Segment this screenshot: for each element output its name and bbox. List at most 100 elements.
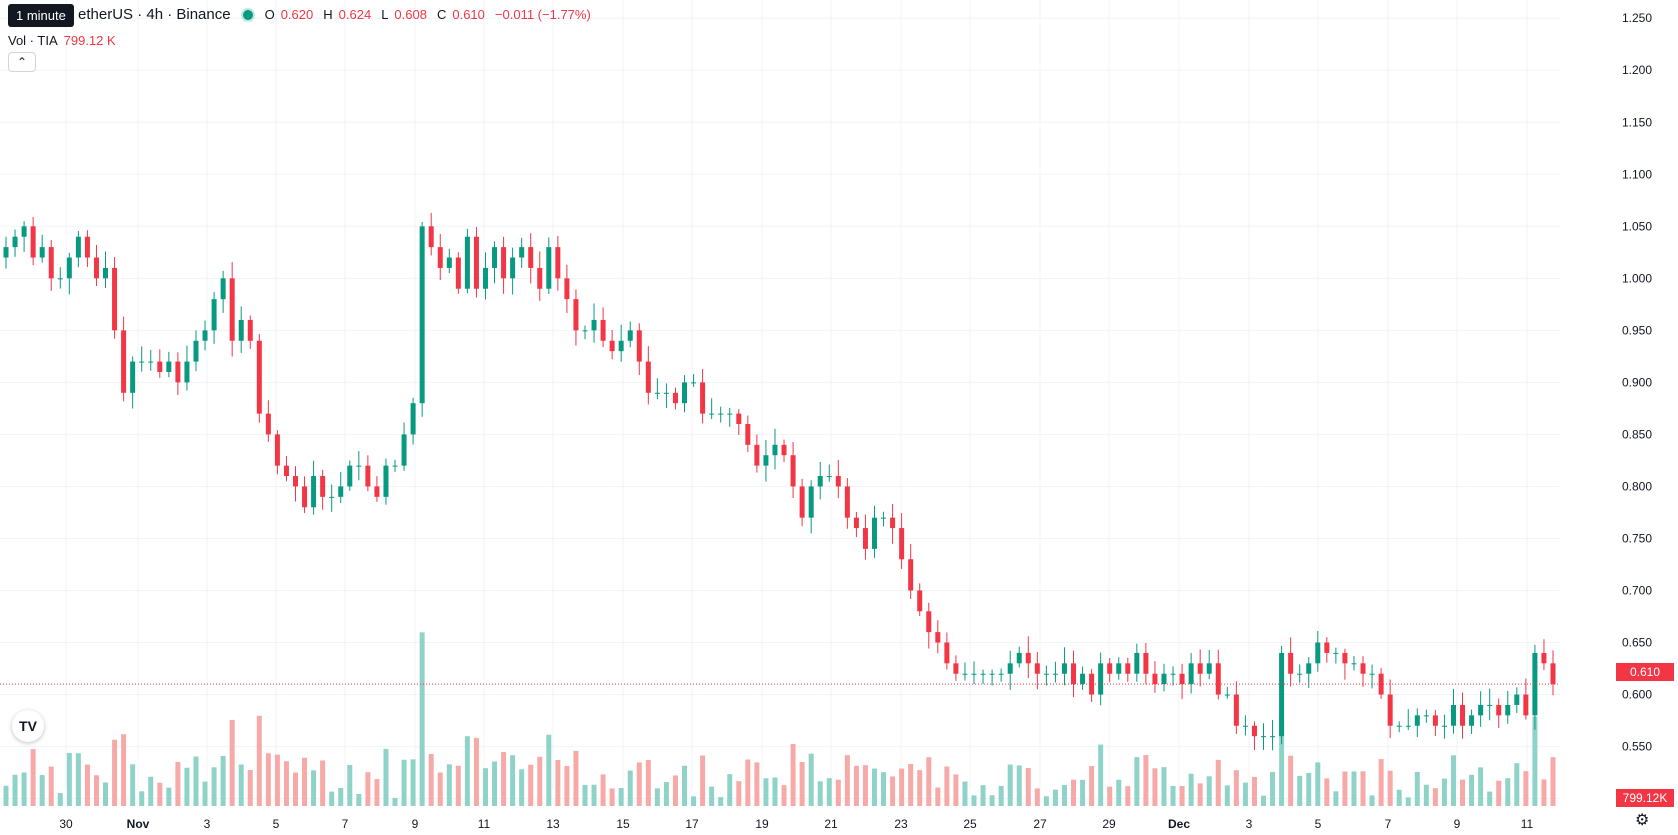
volume-bar (356, 793, 362, 806)
volume-bar (39, 775, 45, 806)
collapse-legend-button[interactable]: ⌃ (8, 52, 36, 72)
volume-bar (564, 765, 570, 806)
volume-bar (1514, 763, 1520, 806)
volume-bar (1360, 771, 1366, 806)
low-value: 0.608 (394, 7, 427, 22)
volume-bar (283, 761, 289, 806)
candle-body (718, 413, 724, 415)
candle-body (1270, 736, 1276, 738)
volume-bar (1061, 784, 1067, 806)
candle-body (39, 247, 45, 258)
volume-bar (410, 759, 416, 806)
last-price-tag-bg (1616, 663, 1674, 681)
volume-bar (1125, 786, 1131, 806)
candle-body (1161, 673, 1167, 685)
volume-bar (193, 756, 199, 806)
candle-body (139, 361, 145, 363)
volume-bar (93, 775, 99, 806)
volume-bar (718, 797, 724, 806)
volume-bar (139, 791, 145, 806)
candle-body (989, 673, 995, 675)
volume-bar (971, 795, 977, 806)
volume-bar (1179, 786, 1185, 806)
volume-bar (899, 768, 905, 806)
volume-bar (1505, 778, 1511, 806)
volume-bar (492, 761, 498, 806)
volume-bar (709, 786, 715, 806)
volume-bar (75, 753, 81, 806)
candle-body (347, 465, 353, 487)
candle-body (862, 528, 868, 549)
volume-bar (274, 754, 280, 806)
price-tick: 1.250 (1622, 11, 1652, 25)
symbol-title[interactable]: etherUS · 4h · Binance (78, 6, 231, 23)
time-tick: 3 (204, 817, 211, 831)
time-tick: 9 (1454, 817, 1461, 831)
volume-bar (130, 764, 136, 806)
price-axis: 1.250 1.200 1.150 1.100 1.050 1.000 0.950 0.900… (1622, 11, 1652, 805)
candle-body (84, 236, 90, 258)
candle-body (754, 444, 760, 466)
volume-bar (1143, 755, 1149, 806)
volume-bar (926, 757, 932, 806)
candle-body (1215, 663, 1221, 695)
candle-body (1360, 663, 1366, 674)
candle-body (428, 226, 434, 248)
volume-bar (365, 772, 371, 806)
candle-body (501, 247, 507, 279)
candle-body (1279, 652, 1285, 737)
settings-gear-icon[interactable]: ⚙ (1635, 812, 1650, 829)
candle-body (1261, 736, 1267, 738)
volume-bar (1242, 782, 1248, 806)
candle-body (1206, 663, 1212, 674)
volume-bar (1215, 759, 1221, 806)
candle-body (1116, 663, 1122, 674)
candle-body (1414, 715, 1420, 726)
candle-body (492, 247, 498, 268)
time-tick: Dec (1168, 817, 1190, 831)
volume-legend[interactable]: Vol · TIA 799.12 K (8, 33, 116, 48)
volume-bar (808, 753, 814, 806)
candle-body (1378, 673, 1384, 695)
volume-bar (781, 785, 787, 806)
candle-body (1496, 704, 1502, 716)
symbol-legend[interactable]: etherUS · 4h · Binance O 0.620 H 0.624 L 0.… (8, 6, 595, 23)
open-key: O (264, 7, 275, 22)
candle-body (573, 299, 579, 331)
volume-bar (1324, 778, 1330, 806)
volume-bar (853, 765, 859, 806)
volume-bar (600, 774, 606, 806)
candle-body (202, 330, 208, 341)
volume-bar (84, 764, 90, 806)
last-price-tag: 0.610 (1630, 665, 1660, 679)
candle-body (482, 267, 488, 289)
volume-bar (1251, 776, 1257, 806)
time-tick: 5 (273, 817, 280, 831)
time-tick: 30 (59, 817, 73, 831)
volume-bar (292, 772, 298, 806)
volume-bar (202, 781, 208, 806)
volume-bar (862, 765, 868, 806)
close-key: C (436, 7, 447, 22)
change-value: −0.011 (−1.77%) (494, 7, 591, 22)
candle-body (817, 476, 823, 487)
candle-body (1052, 673, 1058, 675)
candle-body (998, 673, 1004, 675)
volume-bar (1487, 791, 1493, 806)
volume-bar (1016, 765, 1022, 806)
candle-body (311, 476, 317, 508)
time-tick: 25 (963, 817, 977, 831)
candle-body (12, 236, 18, 248)
candle-body (745, 424, 751, 445)
volume-bar (1532, 716, 1538, 806)
volume-bar (1170, 785, 1176, 806)
candle-body (184, 361, 190, 383)
volume-bar (302, 757, 308, 806)
candle-body (21, 226, 27, 237)
candle-body (826, 476, 832, 478)
candle-body (121, 330, 127, 393)
tradingview-logo[interactable]: TV (12, 710, 44, 742)
candle-body (510, 257, 516, 279)
volume-bar (591, 784, 597, 806)
